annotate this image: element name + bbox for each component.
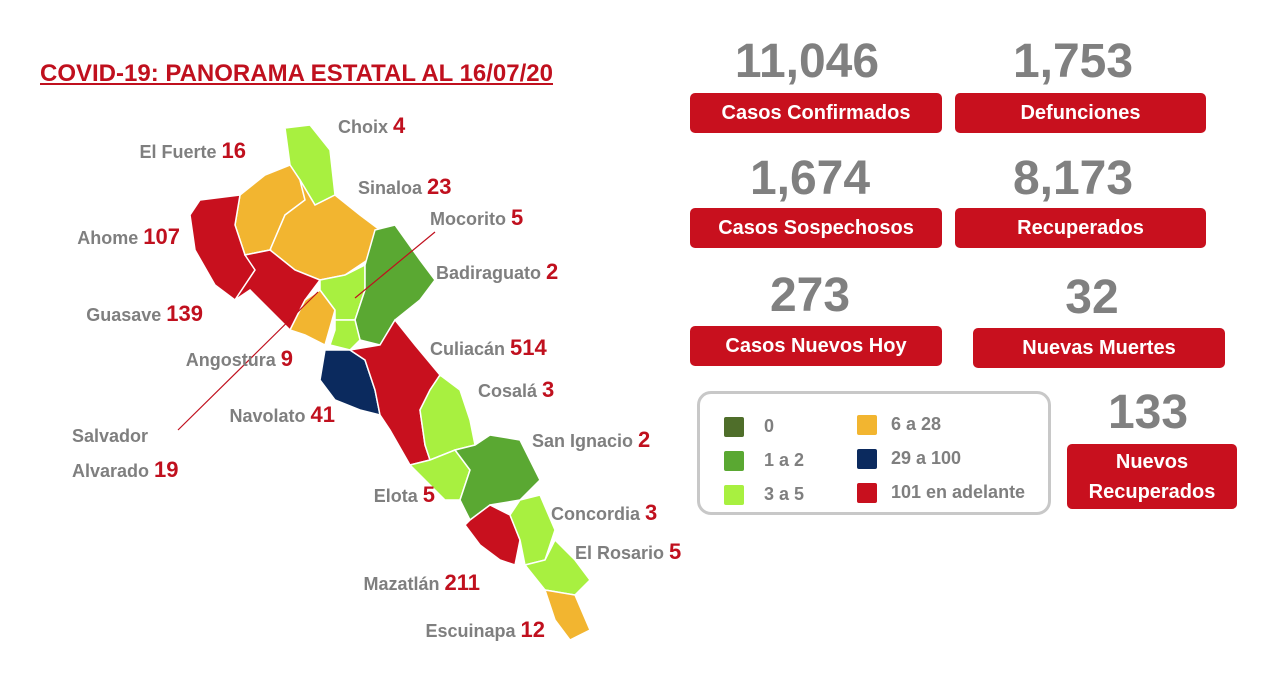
- legend-swatch: [857, 482, 877, 503]
- legend-item: 29 a 100: [857, 448, 961, 469]
- municipality-label: El Fuerte 16: [139, 138, 246, 167]
- pointer: [177, 291, 319, 431]
- legend-swatch: [857, 414, 877, 435]
- stat-label: Casos Nuevos Hoy: [690, 326, 942, 366]
- name: Salvador Alvarado: [72, 426, 150, 481]
- legend-label: 29 a 100: [891, 448, 962, 468]
- legend-item: 6 a 28: [857, 414, 941, 435]
- cases: 4: [393, 113, 406, 138]
- name: Mocorito: [430, 209, 506, 229]
- stat-value: 8,173: [1012, 152, 1134, 205]
- municipality-label: Navolato 41: [229, 402, 335, 431]
- cases: 139: [166, 301, 203, 326]
- salvador-alvarado: [329, 319, 361, 351]
- cases: 41: [310, 402, 335, 427]
- municipality-label: El Rosario 5: [575, 539, 681, 568]
- municipality-label: Concordia 3: [551, 500, 657, 529]
- legend-label: 6 a 28: [891, 414, 942, 434]
- name: Angostura: [185, 350, 276, 370]
- cases: 2: [546, 259, 559, 284]
- name: Sinaloa: [358, 178, 423, 198]
- stat-value: 1,674: [749, 152, 871, 205]
- municipality-label: Badiraguato 2: [436, 259, 558, 288]
- municipality-label: Salvador Alvarado 19: [72, 420, 202, 489]
- cases: 5: [669, 539, 682, 564]
- name: Cosalá: [478, 381, 538, 401]
- pointer: [354, 231, 436, 299]
- stat-value: 273: [769, 269, 851, 322]
- legend: [697, 391, 1051, 515]
- municipality-label: Choix 4: [338, 113, 405, 142]
- municipality-label: San Ignacio 2: [532, 427, 650, 456]
- concordia: [509, 494, 556, 566]
- name: Badiraguato: [436, 263, 542, 283]
- cases: 5: [511, 205, 524, 230]
- municipality-label: Ahome 107: [77, 224, 180, 253]
- municipality-label: Elota 5: [374, 482, 435, 511]
- cases: 107: [143, 224, 180, 249]
- stat-label: Recuperados: [955, 208, 1206, 248]
- cases: 2: [638, 427, 651, 452]
- name: El Rosario: [575, 543, 665, 563]
- legend-swatch: [857, 448, 877, 469]
- legend-label: 3 a 5: [764, 484, 805, 504]
- name: Concordia: [551, 504, 641, 524]
- name: Culiacán: [430, 339, 506, 359]
- cases: 5: [422, 482, 435, 507]
- cases: 3: [645, 500, 658, 525]
- cases: 514: [510, 335, 547, 360]
- stat-label: Casos Confirmados: [690, 93, 942, 133]
- legend-swatch: [724, 450, 744, 471]
- legend-swatch: [724, 484, 744, 505]
- escuinapa: [543, 589, 591, 641]
- legend-item: 1 a 2: [724, 450, 804, 471]
- stat-value: 133: [1107, 386, 1189, 439]
- cases: 211: [444, 570, 481, 595]
- name: Elota: [373, 486, 418, 506]
- municipality-label: Culiacán 514: [430, 335, 547, 364]
- cases: 16: [221, 138, 246, 163]
- stat-label: Casos Sospechosos: [690, 208, 942, 248]
- stat-label: Nuevas Muertes: [973, 328, 1225, 368]
- name: Mazatlán: [363, 574, 440, 594]
- cases: 9: [280, 346, 293, 371]
- stat-label: Nuevos Recuperados: [1067, 444, 1237, 509]
- name: Choix: [338, 117, 389, 137]
- legend-label: 101 en adelante: [891, 482, 1026, 502]
- municipality-label: Escuinapa 12: [425, 617, 545, 646]
- name: Escuinapa: [425, 621, 516, 641]
- cases: 19: [154, 457, 179, 482]
- municipality-label: Sinaloa 23: [358, 174, 452, 203]
- cases: 12: [520, 617, 545, 642]
- cases: 3: [542, 377, 555, 402]
- name: Guasave: [86, 305, 162, 325]
- legend-item: 3 a 5: [724, 484, 804, 505]
- legend-swatch: [724, 416, 744, 437]
- legend-label: 0: [764, 416, 775, 436]
- stat-value: 32: [1065, 271, 1119, 324]
- municipality-label: Angostura 9: [186, 346, 293, 375]
- legend-item: 0: [724, 416, 774, 437]
- mazatlan: [464, 504, 521, 566]
- municipality-label: Mazatlán 211: [363, 570, 480, 599]
- name: El Fuerte: [139, 142, 217, 162]
- legend-label: 1 a 2: [764, 450, 805, 470]
- name: Ahome: [77, 228, 139, 248]
- name: San Ignacio: [532, 431, 634, 451]
- legend-item: 101 en adelante: [857, 482, 1025, 503]
- municipality-label: Mocorito 5: [430, 205, 523, 234]
- cases: 23: [427, 174, 452, 199]
- municipality-label: Guasave 139: [86, 301, 203, 330]
- stat-label: Defunciones: [955, 93, 1206, 133]
- municipality-label: Cosalá 3: [478, 377, 554, 406]
- stat-value: 1,753: [1012, 35, 1134, 88]
- map: [177, 124, 591, 641]
- stat-value: 11,046: [734, 35, 880, 88]
- name: Navolato: [229, 406, 306, 426]
- title: COVID-19: PANORAMA ESTATAL AL 16/07/20: [40, 60, 553, 87]
